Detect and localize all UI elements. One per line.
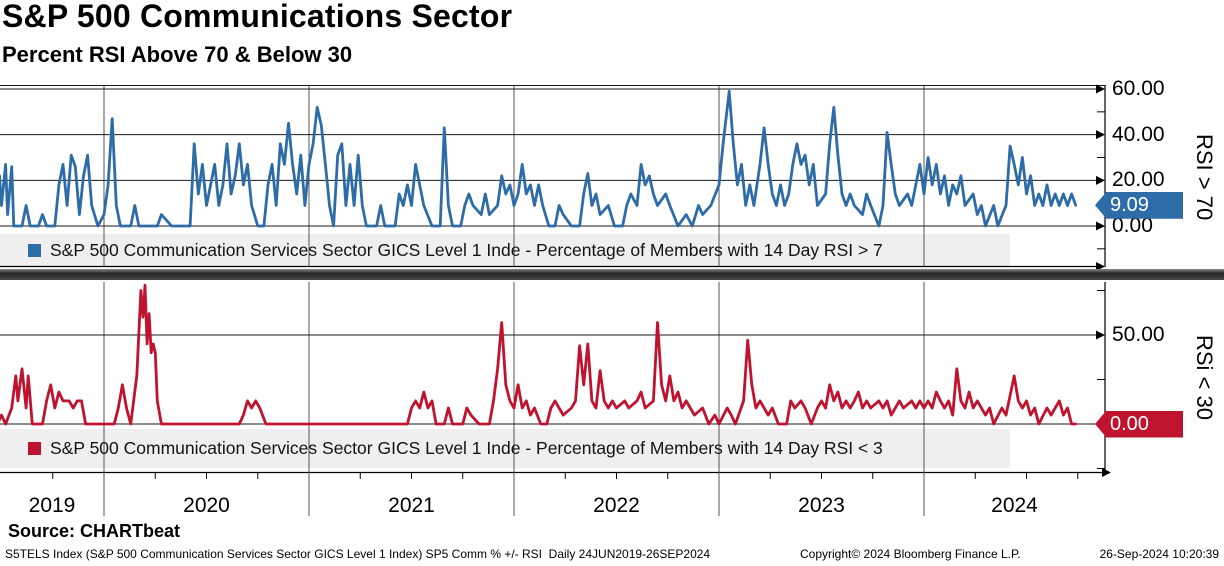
last-value-badge-rsi-below: 0.00 (1095, 410, 1183, 438)
y-tick-label: 60.00 (1112, 77, 1165, 101)
legend-band-top (0, 234, 1010, 267)
legend-label-bottom: S&P 500 Communication Services Sector GI… (50, 438, 883, 458)
bottom-chart-canvas (0, 282, 1106, 472)
last-value-bottom: 0.00 (1110, 412, 1149, 435)
top-chart-canvas (0, 84, 1106, 271)
page-subtitle: Percent RSI Above 70 & Below 30 (2, 42, 353, 67)
legend-swatch-red (28, 442, 41, 455)
axis-title-rsi-below-30: RSi < 30 (1192, 335, 1217, 420)
legend-band-bottom (0, 429, 1010, 468)
x-tick-label-year: 2019 (28, 494, 76, 517)
footer-timestamp: 26-Sep-2024 10:20:39 (1099, 547, 1219, 561)
footer-copyright: Copyright© 2024 Bloomberg Finance L.P. (800, 547, 1021, 561)
y-tick-label: 0.00 (1112, 214, 1153, 237)
y-tick-label: 20.00 (1112, 168, 1165, 192)
page-title: S&P 500 Communications Sector (2, 0, 513, 34)
footer-ticker-info: S5TELS Index (S&P 500 Communication Serv… (5, 547, 711, 561)
last-value-badge-rsi-above: 9.09 (1095, 191, 1183, 219)
legend-top: S&P 500 Communication Services Sector GI… (28, 234, 883, 267)
x-axis-canvas (0, 468, 1111, 516)
x-tick-label-year: 2024 (991, 494, 1038, 517)
x-tick-label-year: 2023 (798, 494, 845, 517)
x-tick-label-year: 2021 (388, 494, 435, 517)
y-tick-label: 40.00 (1112, 122, 1165, 146)
legend-bottom: S&P 500 Communication Services Sector GI… (28, 429, 883, 468)
panel-divider (0, 269, 1224, 280)
legend-swatch-blue (28, 244, 41, 257)
axis-title-rsi-above-70: RSI > 70 (1192, 134, 1217, 221)
source-label: Source: CHARTbeat (8, 521, 181, 541)
footer: S5TELS Index (S&P 500 Communication Serv… (0, 547, 1224, 563)
x-tick-label-year: 2020 (183, 494, 230, 517)
x-tick-label-year: 2022 (593, 494, 640, 517)
y-tick-label: 50.00 (1112, 323, 1165, 346)
last-value-top: 9.09 (1110, 193, 1149, 216)
legend-label-top: S&P 500 Communication Services Sector GI… (50, 240, 883, 260)
